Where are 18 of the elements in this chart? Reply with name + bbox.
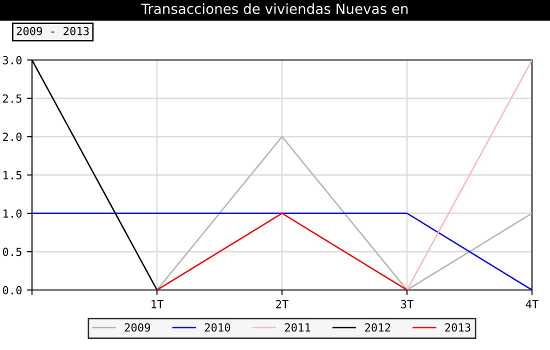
legend-label: 2012 — [365, 323, 390, 332]
y-tick-label: 2.5 — [3, 94, 22, 103]
chart-title: Transacciones de viviendas Nuevas en — [141, 3, 408, 14]
y-tick-label: 0.0 — [2, 286, 22, 294]
y-tick-label: 3.0 — [2, 56, 22, 64]
y-tick-label: 1.5 — [4, 171, 22, 180]
chart-subtitle: 2009 - 2013 — [16, 26, 89, 36]
legend-label: 2009 — [124, 323, 150, 332]
legend-label: 2010 — [204, 323, 230, 332]
legend-label: 2013 — [445, 323, 470, 332]
x-tick-label: 3T — [401, 300, 414, 308]
x-tick-label: 4T — [526, 300, 538, 308]
y-tick-label: 0.5 — [2, 248, 22, 256]
x-tick-label: 2T — [276, 300, 288, 308]
y-tick-label: 2.0 — [3, 132, 22, 142]
x-tick-label: 1T — [152, 300, 164, 308]
legend-label: 2011 — [285, 323, 310, 332]
y-tick-label: 1.0 — [4, 209, 22, 218]
